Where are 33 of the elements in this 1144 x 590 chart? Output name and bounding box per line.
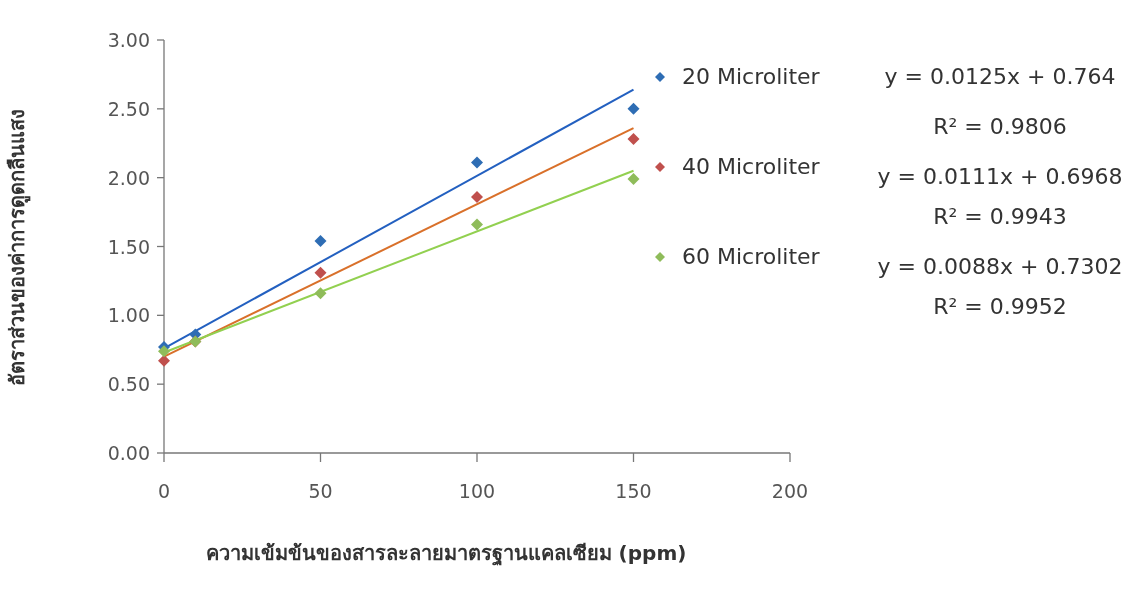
point bbox=[314, 234, 327, 247]
text: R² = 0.9943 bbox=[933, 204, 1067, 229]
x-axis-title: ความเข้มข้นของสารละลายมาตรฐานแคลเซียม (ppm) bbox=[205, 541, 687, 567]
point bbox=[627, 173, 640, 186]
x-tick-label: 100 bbox=[458, 480, 496, 502]
y-axis-title: อัตราส่วนของค่าการดูดกลืนแสง bbox=[5, 108, 31, 386]
text: y = 0.0088x + 0.7302 bbox=[877, 254, 1123, 279]
point bbox=[314, 266, 327, 279]
y-tick-label: 1.00 bbox=[107, 304, 150, 327]
point bbox=[158, 345, 170, 358]
point bbox=[471, 156, 483, 169]
text: y = 0.0111x + 0.6968 bbox=[877, 164, 1123, 189]
point bbox=[627, 102, 640, 115]
y-tick-label: 0.00 bbox=[107, 442, 150, 464]
x-tick-label: 0 bbox=[157, 480, 171, 502]
y-tick-label: 2.00 bbox=[107, 166, 150, 189]
point bbox=[627, 133, 640, 146]
y-tick-label: 0.50 bbox=[107, 373, 150, 396]
point bbox=[471, 190, 483, 203]
legend-label: 40 Microliter bbox=[682, 154, 821, 179]
text: R² = 0.9952 bbox=[933, 294, 1067, 319]
y-tick-label: 2.50 bbox=[107, 97, 150, 120]
y-tick-label: 1.50 bbox=[107, 235, 150, 258]
text: R² = 0.9806 bbox=[933, 114, 1067, 139]
x-tick-label: 50 bbox=[308, 480, 333, 502]
text: y = 0.0125x + 0.764 bbox=[884, 64, 1116, 89]
point bbox=[471, 218, 483, 231]
legend-label: 60 Microliter bbox=[682, 244, 821, 269]
point bbox=[314, 287, 327, 300]
y-tick-label: 3.00 bbox=[107, 29, 150, 51]
x-tick-label: 200 bbox=[771, 480, 809, 502]
legend-label: 20 Microliter bbox=[682, 64, 821, 89]
x-tick-label: 150 bbox=[615, 480, 652, 502]
